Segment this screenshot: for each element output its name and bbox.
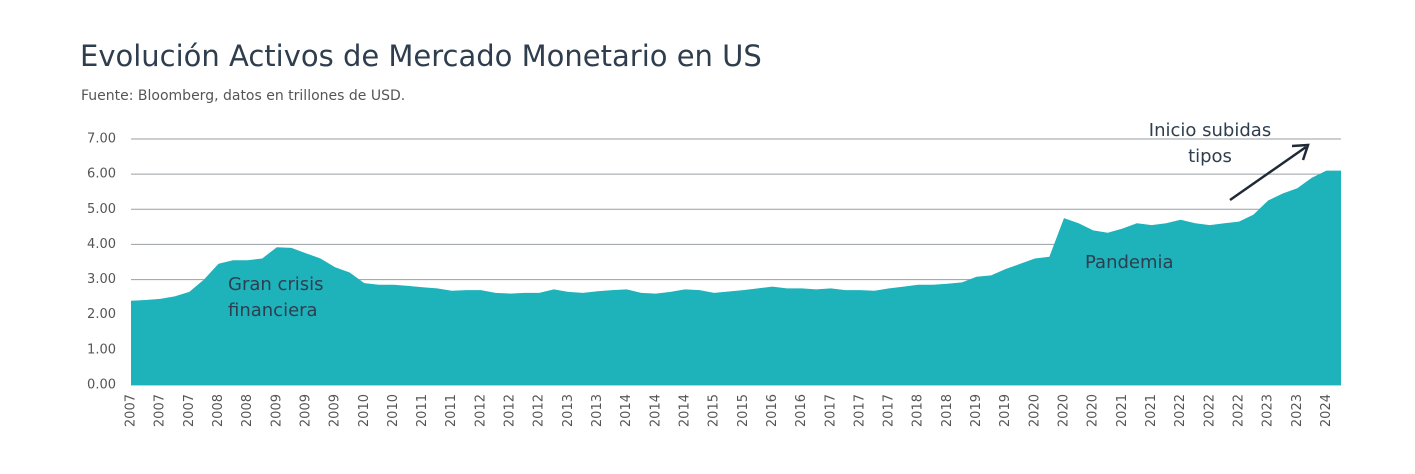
- x-tick-label: 2014: [619, 394, 634, 427]
- x-tick-label: 2014: [648, 394, 663, 427]
- x-tick-label: 2014: [678, 394, 693, 427]
- x-tick-label: 2023: [1261, 394, 1276, 427]
- x-tick-label: 2007: [153, 394, 168, 427]
- x-tick-label: 2022: [1173, 394, 1188, 427]
- x-tick-label: 2012: [473, 394, 488, 427]
- x-tick-label: 2024: [1319, 394, 1334, 427]
- arrow: [1229, 145, 1307, 202]
- x-tick-label: 2011: [415, 394, 430, 427]
- x-axis: 2007 2007 2007 2008 2008 2009 2009 2009 2010 2010…: [124, 120, 1334, 427]
- x-tick-label: 2015: [736, 394, 751, 427]
- x-tick-label: 2007: [124, 394, 139, 427]
- x-tick-label: 2008: [211, 394, 226, 427]
- annotation: Gran crisis: [228, 274, 324, 295]
- x-tick-label: 2009: [269, 394, 284, 427]
- annotation: financiera: [228, 300, 318, 321]
- arrow-head: [1291, 143, 1310, 161]
- y-tick-label: 1.00: [87, 342, 116, 357]
- y-tick-label: 5.00: [87, 202, 116, 217]
- x-tick-label: 2013: [561, 394, 576, 427]
- x-tick-label: 2010: [386, 394, 401, 427]
- x-tick-label: 2020: [1086, 394, 1101, 427]
- x-tick-label: 2022: [1202, 394, 1217, 427]
- x-tick-label: 2017: [823, 394, 838, 427]
- x-tick-label: 2018: [911, 394, 926, 427]
- x-tick-label: 2008: [240, 394, 255, 427]
- y-tick-label: 7.00: [87, 132, 116, 147]
- y-tick-label: 2.00: [87, 307, 116, 322]
- annotation: Inicio subidas: [1149, 120, 1271, 141]
- x-tick-label: 2011: [444, 394, 459, 427]
- annotation: Pandemia: [1085, 252, 1174, 273]
- x-tick-label: 2020: [1027, 394, 1042, 427]
- x-tick-label: 2023: [1290, 394, 1305, 427]
- y-tick-label: 6.00: [87, 167, 116, 182]
- chart-subtitle: Fuente: Bloomberg, datos en trillones de…: [81, 88, 405, 104]
- y-tick-label: 0.00: [87, 378, 116, 393]
- x-tick-label: 2017: [852, 394, 867, 427]
- chart-title: Evolución Activos de Mercado Monetario e…: [80, 39, 762, 73]
- x-tick-label: 2016: [765, 394, 780, 427]
- x-tick-label: 2015: [707, 394, 722, 427]
- x-tick-label: 2018: [940, 394, 955, 427]
- x-tick-label: 2019: [998, 394, 1013, 427]
- x-tick-label: 2021: [1144, 394, 1159, 427]
- annotation: tipos: [1188, 146, 1232, 167]
- x-tick-label: 2009: [298, 394, 313, 427]
- x-tick-label: 2007: [182, 394, 197, 427]
- x-tick-label: 2019: [969, 394, 984, 427]
- y-tick-label: 3.00: [87, 272, 116, 287]
- x-tick-label: 2012: [503, 394, 518, 427]
- x-tick-label: 2009: [328, 394, 343, 427]
- x-tick-label: 2020: [1057, 394, 1072, 427]
- x-tick-label: 2022: [1232, 394, 1247, 427]
- x-tick-label: 2012: [532, 394, 547, 427]
- x-tick-label: 2013: [590, 394, 605, 427]
- x-tick-label: 2017: [882, 394, 897, 427]
- x-tick-label: 2010: [357, 394, 372, 427]
- area: [131, 170, 1341, 385]
- x-tick-label: 2016: [794, 394, 809, 427]
- x-tick-label: 2021: [1115, 394, 1130, 427]
- y-tick-label: 4.00: [87, 237, 116, 252]
